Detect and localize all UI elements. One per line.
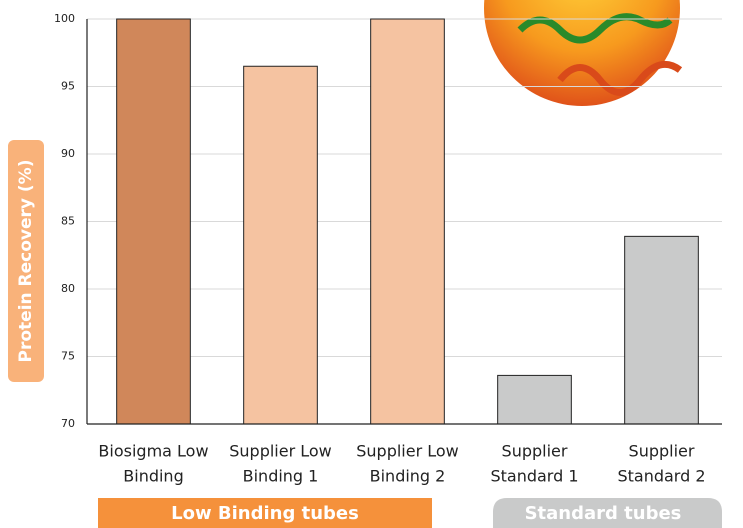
group-box [98, 498, 432, 528]
bar [116, 18, 191, 425]
y-tick-label: 75 [61, 350, 75, 363]
bar [497, 374, 572, 425]
bar [243, 65, 318, 425]
group-box [493, 498, 722, 528]
x-tick-label: Binding 1 [243, 467, 319, 486]
x-tick-label: Supplier [629, 442, 695, 461]
decorative-helix [557, 60, 683, 96]
bar [624, 235, 699, 425]
bar [370, 18, 445, 425]
y-tick-label: 85 [61, 215, 75, 228]
decorative-sphere [484, 0, 680, 106]
group-label: Standard tubes [525, 503, 682, 524]
y-tick-label: 95 [61, 80, 75, 93]
x-tick-label: Standard 1 [490, 467, 578, 486]
y-tick-label: 80 [61, 282, 75, 295]
y-label-box [8, 140, 44, 382]
x-tick-label: Biosigma Low [98, 442, 208, 461]
x-tick-label: Standard 2 [617, 467, 705, 486]
x-tick-label: Binding [123, 467, 183, 486]
x-tick-label: Supplier Low [229, 442, 332, 461]
y-tick-label: 90 [61, 147, 75, 160]
y-axis-label: Protein Recovery (%) [16, 160, 36, 363]
x-tick-label: Binding 2 [370, 467, 446, 486]
x-tick-label: Supplier [502, 442, 568, 461]
decorative-helix [517, 13, 673, 44]
group-label: Low Binding tubes [171, 503, 359, 524]
x-tick-label: Supplier Low [356, 442, 459, 461]
y-tick-label: 100 [54, 12, 75, 25]
y-tick-label: 70 [61, 417, 75, 430]
